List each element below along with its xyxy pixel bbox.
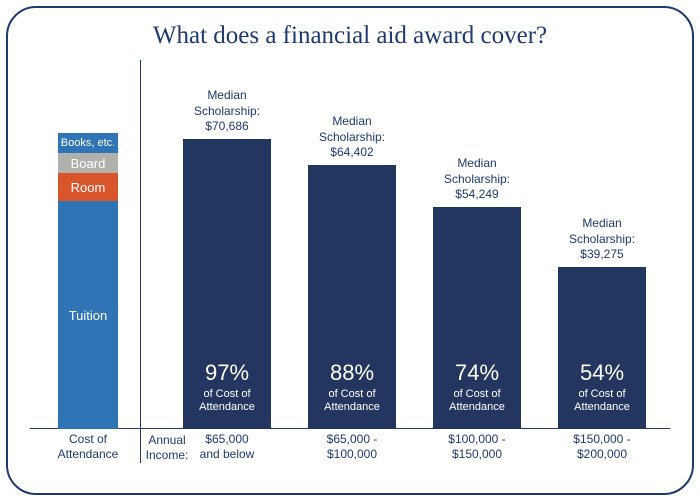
bar-top-label-0: MedianScholarship:$70,686 [177,88,277,135]
bar-top-label-3: MedianScholarship:$39,275 [552,216,652,263]
bar-percent-3: 54% [580,360,624,386]
chart-content: TuitionRoomBoardBooks, etc. Cost ofAtten… [30,68,670,463]
scholarship-bar-3: 54%of Cost ofAttendance [558,267,646,429]
cost-segment-board: Board [58,153,118,173]
cost-segment-books: Books, etc. [58,133,118,153]
bar-percent-2: 74% [455,360,499,386]
cost-segment-tuition: Tuition [58,201,118,429]
chart-frame: What does a financial aid award cover? T… [6,6,694,495]
scholarship-bar-2: 74%of Cost ofAttendance [433,207,521,429]
bar-percent-1: 88% [330,360,374,386]
x-label-cost: Cost ofAttendance [38,432,138,463]
y-axis [140,60,141,463]
bar-sublabel-0: of Cost ofAttendance [199,388,255,416]
bar-range-label-1: $65,000 -$100,000 [302,432,402,463]
bar-sublabel-2: of Cost ofAttendance [449,388,505,416]
scholarship-bar-1: 88%of Cost ofAttendance [308,165,396,429]
cost-stack: TuitionRoomBoardBooks, etc. [58,133,118,429]
bar-range-label-3: $150,000 -$200,000 [552,432,652,463]
bar-top-label-1: MedianScholarship:$64,402 [302,114,402,161]
scholarship-bar-0: 97%of Cost ofAttendance [183,139,271,429]
bar-percent-0: 97% [205,360,249,386]
bar-range-label-2: $100,000 -$150,000 [427,432,527,463]
bar-range-label-0: $65,000and below [177,432,277,463]
bar-top-label-2: MedianScholarship:$54,249 [427,156,527,203]
bar-sublabel-1: of Cost ofAttendance [324,388,380,416]
chart-title: What does a financial aid award cover? [8,22,692,50]
bar-sublabel-3: of Cost ofAttendance [574,388,630,416]
cost-segment-room: Room [58,173,118,201]
